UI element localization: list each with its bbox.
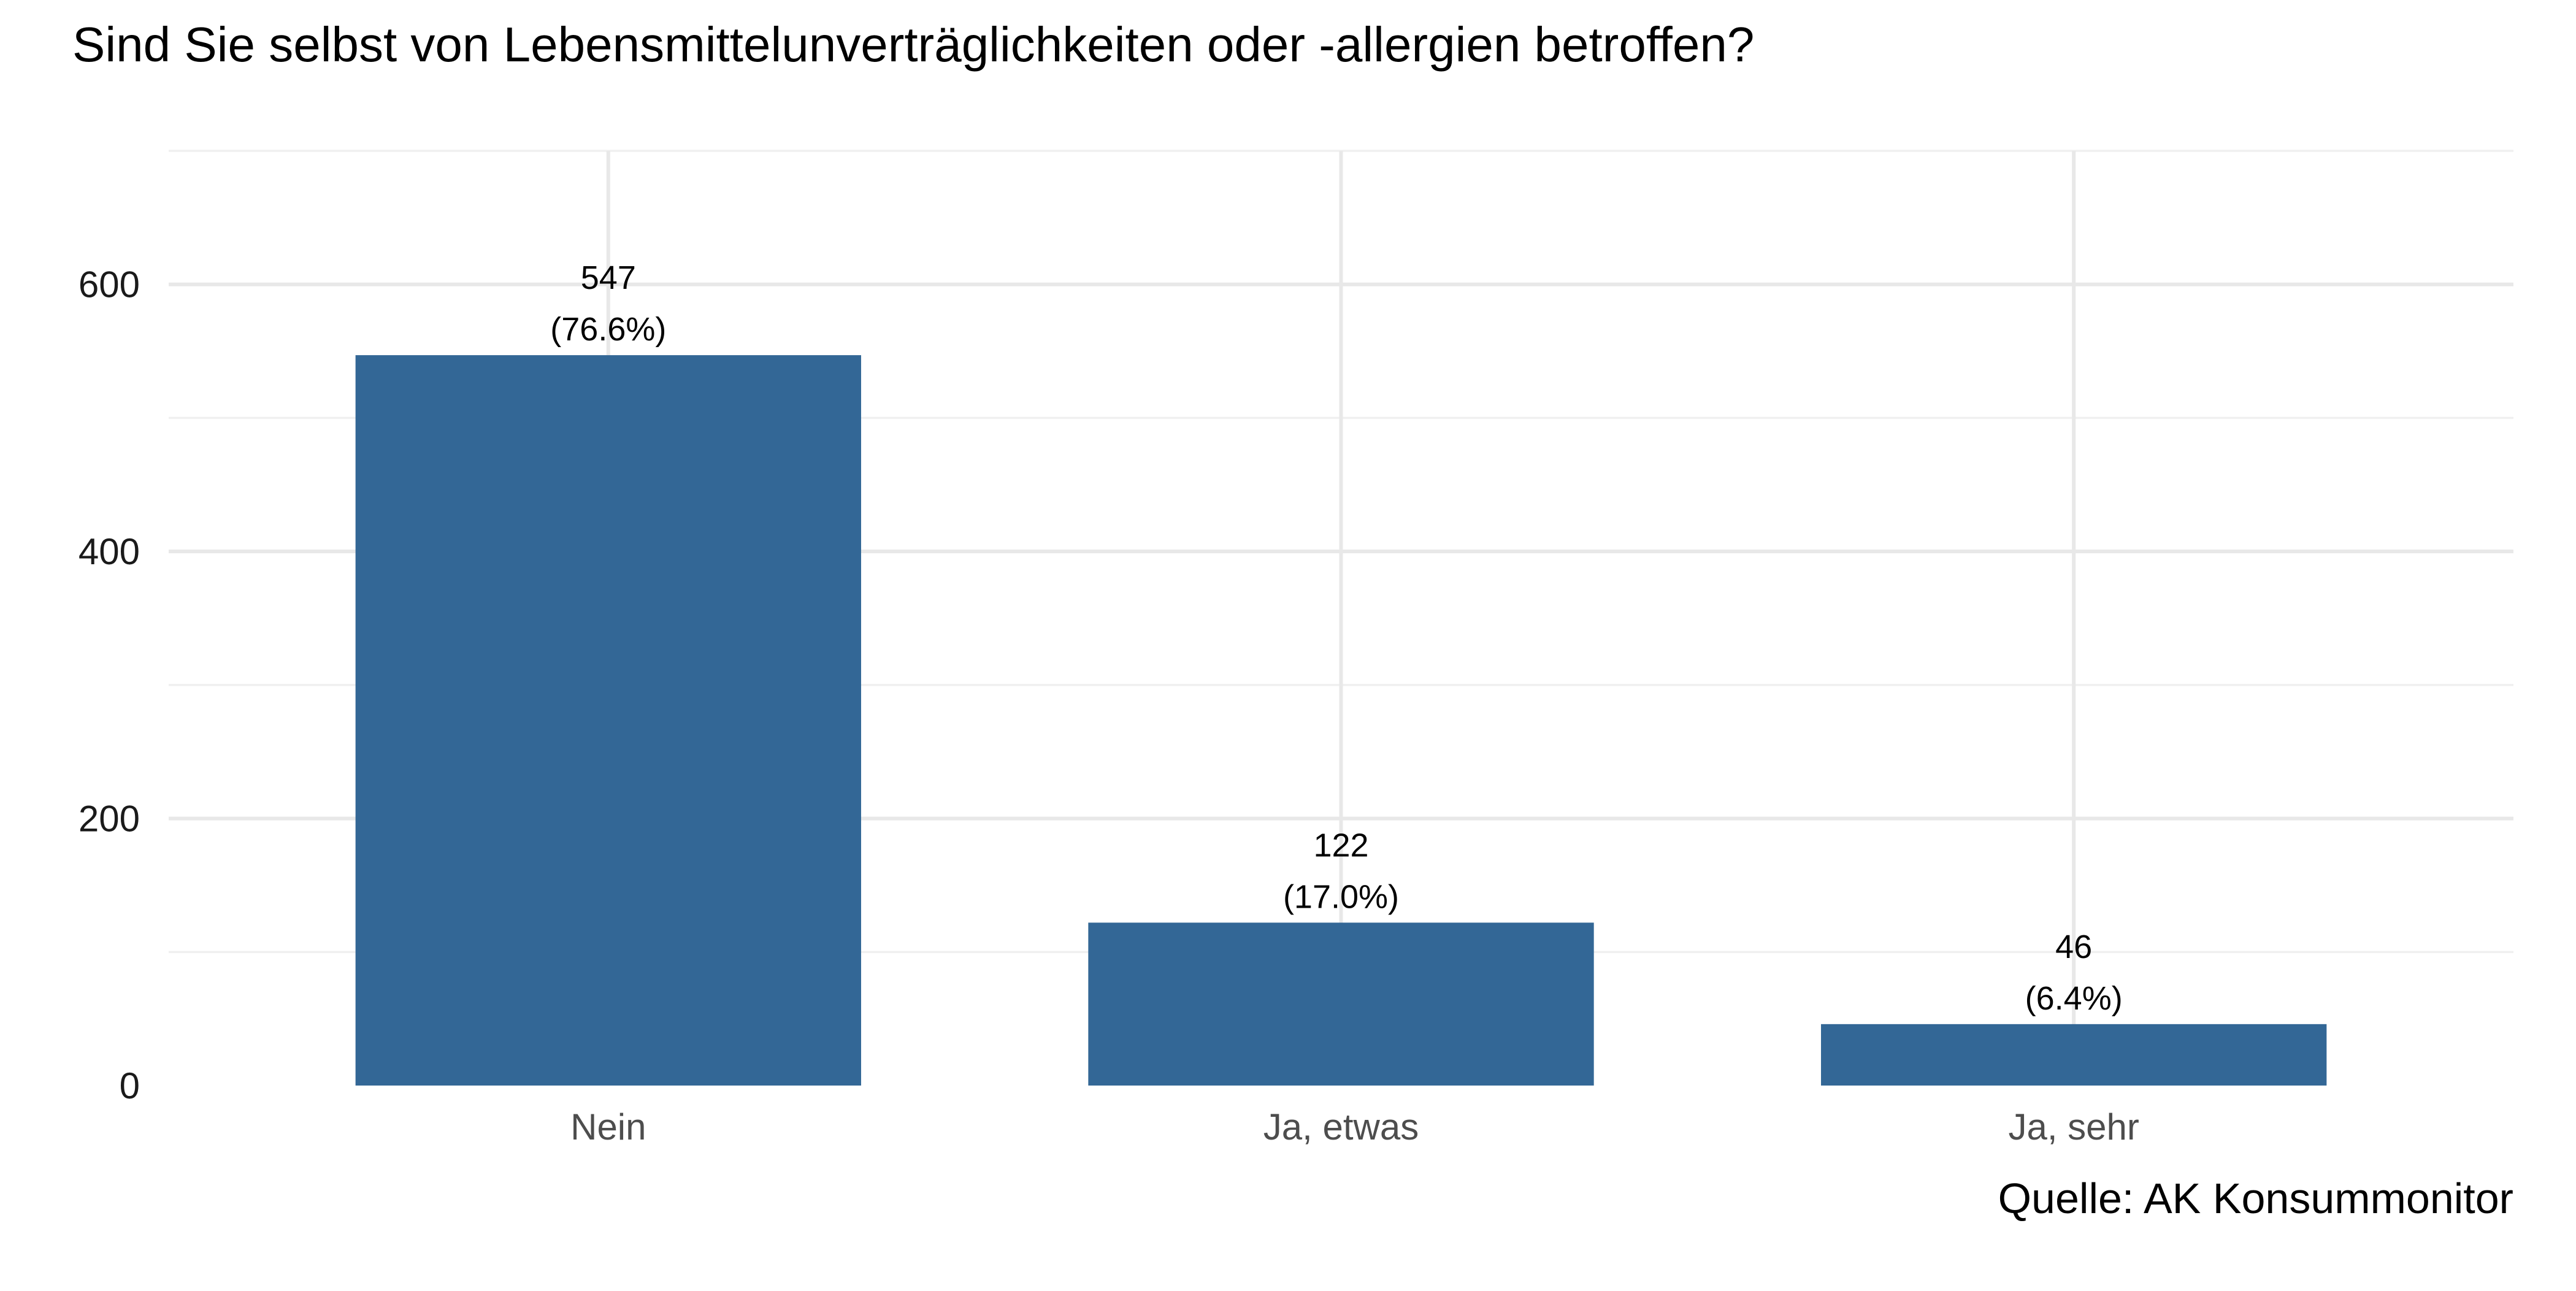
chart-caption: Quelle: AK Konsummonitor (1998, 1174, 2513, 1222)
x-axis-ticks: Nein Ja, etwas Ja, sehr (570, 1106, 2139, 1147)
bar-value-label: 46 (2055, 929, 2092, 965)
bars (355, 355, 2327, 1086)
y-tick-label: 400 (79, 531, 140, 572)
chart-title: Sind Sie selbst von Lebensmittelunverträ… (72, 17, 1754, 72)
x-tick-label: Ja, sehr (2008, 1106, 2139, 1147)
bar-labels: 547 (76.6%) 122 (17.0%) 46 (6.4%) (550, 259, 2122, 1017)
bar (1821, 1024, 2327, 1086)
y-axis-ticks: 0 200 400 600 (79, 264, 140, 1106)
bar (1088, 922, 1594, 1086)
bar-value-label: 547 (581, 259, 636, 296)
bar (355, 355, 861, 1086)
x-tick-label: Ja, etwas (1263, 1106, 1419, 1147)
x-tick-label: Nein (570, 1106, 646, 1147)
y-tick-label: 600 (79, 264, 140, 305)
bar-value-label: 122 (1313, 827, 1368, 864)
bar-percent-label: (6.4%) (2025, 980, 2123, 1017)
bar-percent-label: (17.0%) (1283, 878, 1399, 915)
y-tick-label: 200 (79, 799, 140, 840)
y-tick-label: 0 (120, 1065, 140, 1106)
bar-percent-label: (76.6%) (550, 311, 666, 348)
